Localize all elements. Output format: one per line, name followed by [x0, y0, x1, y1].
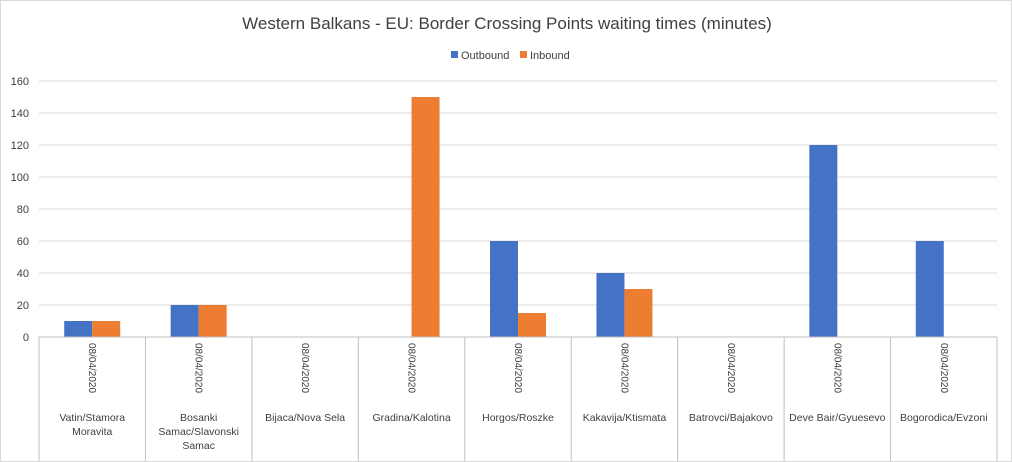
bar-inbound [624, 289, 653, 337]
y-tick-label: 20 [17, 300, 29, 312]
x-category-label: Bogorodica/Evzoni [900, 412, 988, 424]
y-tick-label: 40 [17, 268, 29, 280]
y-tick-label: 160 [11, 76, 29, 88]
bar-outbound [809, 145, 838, 337]
y-tick-label: 140 [11, 108, 29, 120]
x-date-label: 08/04/2020 [512, 343, 523, 393]
x-date-label: 08/04/2020 [938, 343, 949, 393]
x-category-label: Vatin/Stamora Moravita [59, 412, 125, 438]
x-category-label: Bijaca/Nova Sela [265, 412, 345, 424]
y-tick-label: 0 [23, 332, 29, 344]
x-date-label: 08/04/2020 [299, 343, 310, 393]
x-category-label: Deve Bair/Gyuesevo [789, 412, 885, 424]
bar-outbound [915, 241, 944, 337]
x-date-label: 08/04/2020 [831, 343, 842, 393]
bar-inbound [198, 305, 227, 337]
bar-inbound [411, 97, 440, 337]
bars [64, 97, 944, 337]
legend-swatch-inbound [520, 51, 527, 58]
y-tick-label: 120 [11, 140, 29, 152]
x-date-label: 08/04/2020 [406, 343, 417, 393]
legend: Outbound Inbound [451, 50, 570, 62]
x-date-label: 08/04/2020 [86, 343, 97, 393]
x-category-label: Horgos/Roszke [482, 412, 554, 424]
x-category-label: Bosanki Samac/Slavonski Samac [158, 412, 239, 452]
chart-title: Western Balkans - EU: Border Crossing Po… [242, 14, 772, 33]
legend-label-inbound: Inbound [530, 50, 570, 62]
y-axis: 0 20 40 60 80 100 120 140 160 [11, 76, 29, 344]
y-tick-label: 60 [17, 236, 29, 248]
x-category-label: Gradina/Kalotina [372, 412, 450, 424]
y-tick-label: 80 [17, 204, 29, 216]
x-axis: 08/04/2020 Vatin/Stamora Moravita 08/04/202… [38, 336, 998, 461]
x-date-label: 08/04/2020 [193, 343, 204, 393]
bar-outbound [490, 241, 518, 337]
legend-swatch-outbound [451, 51, 458, 58]
bar-inbound [92, 321, 121, 337]
y-tick-label: 100 [11, 172, 29, 184]
x-category-label: Kakavija/Ktismata [583, 412, 667, 424]
x-category-label: Batrovci/Bajakovo [689, 412, 773, 424]
x-date-label: 08/04/2020 [725, 343, 736, 393]
bar-inbound [518, 313, 546, 337]
bar-outbound [596, 273, 625, 337]
bar-outbound [170, 305, 199, 337]
x-date-label: 08/04/2020 [618, 343, 629, 393]
legend-label-outbound: Outbound [461, 50, 509, 62]
bar-outbound [64, 321, 93, 337]
